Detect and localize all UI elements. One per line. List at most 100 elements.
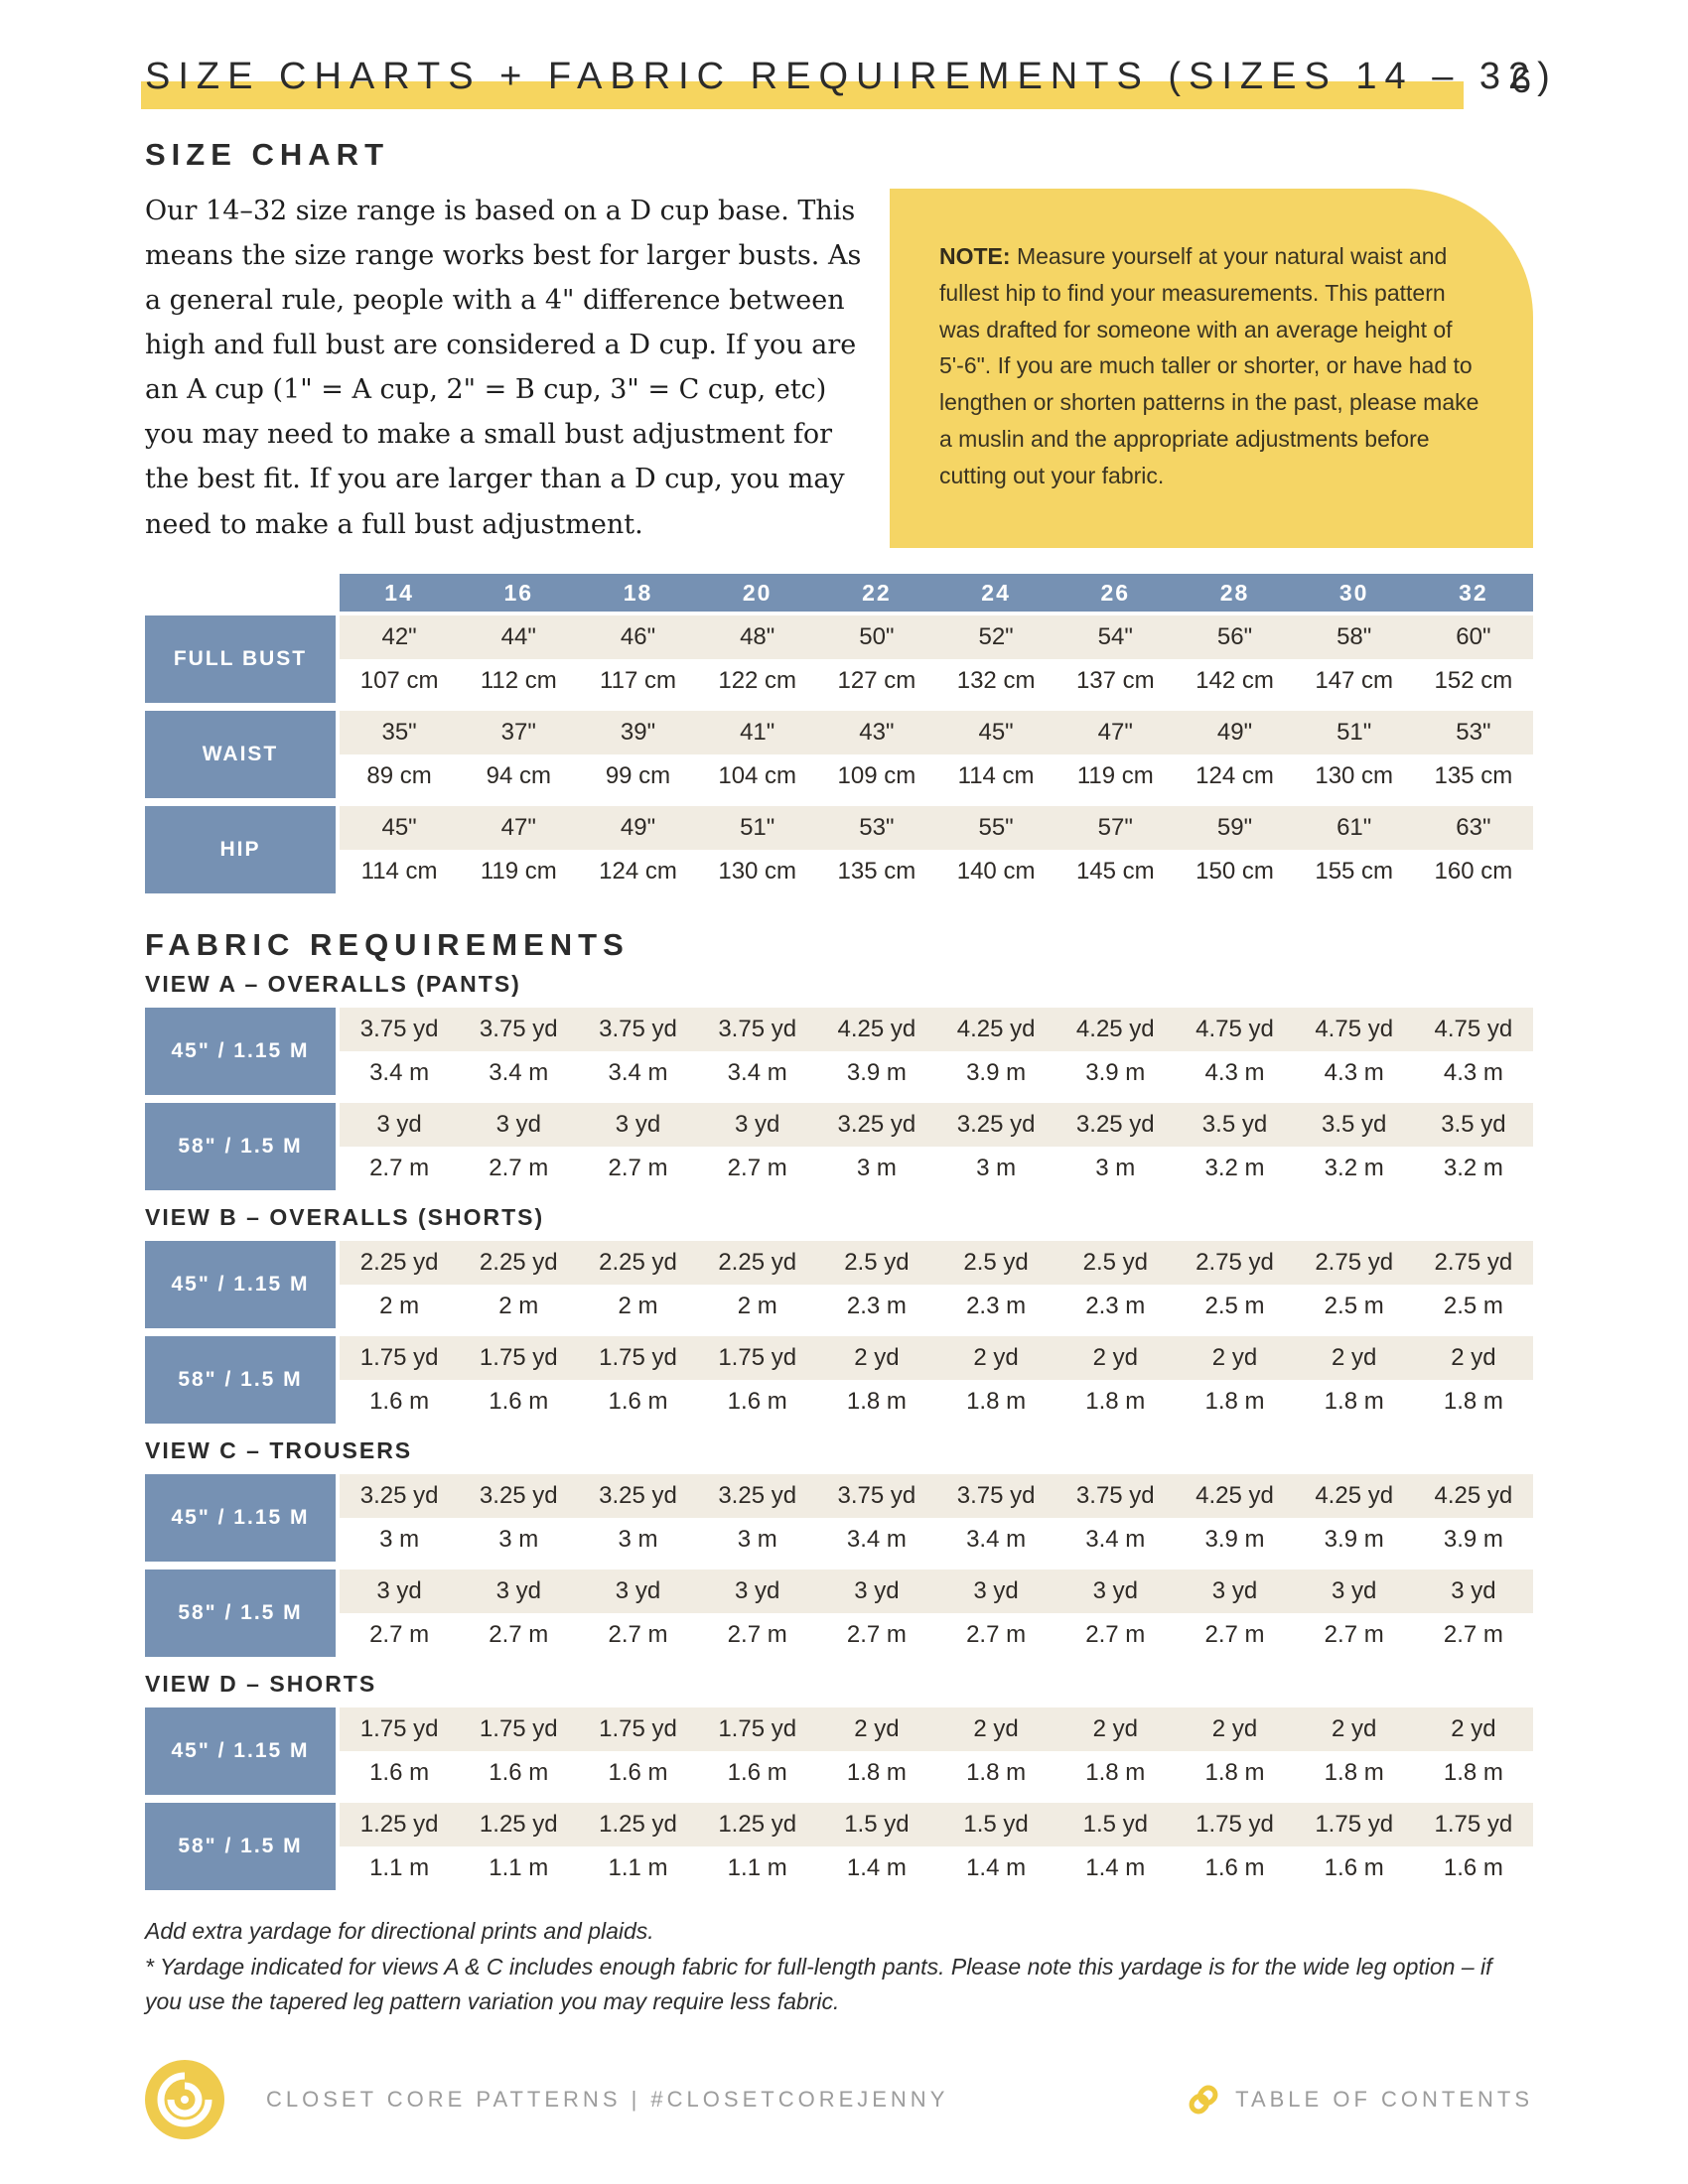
size-header-cell: 32 [1413,574,1533,612]
measurement-cell-top: 39" [578,711,698,754]
yardage-cell-top: 2.75 yd [1294,1241,1414,1285]
size-chart-intro: Our 14–32 size range is based on a D cup… [145,196,862,540]
yardage-cell-bottom: 1.4 m [1055,1846,1176,1890]
yardage-row-label: 58" / 1.5 M [145,1336,340,1424]
measurement-row-label: WAIST [145,711,340,798]
yardage-cell-bottom: 2.7 m [697,1613,817,1657]
yardage-cell-bottom: 1.6 m [578,1751,698,1795]
measurement-cell-top: 48" [697,615,817,659]
measurement-cell-bottom: 145 cm [1055,850,1176,893]
measurement-cell-top: 63" [1413,806,1533,850]
yardage-row-label: 45" / 1.15 M [145,1707,340,1795]
yardage-cell-top: 1.75 yd [578,1336,698,1380]
yardage-cell-bottom: 3.9 m [1055,1051,1176,1095]
yardage-cell-top: 3 yd [459,1103,579,1147]
table-of-contents-label: TABLE OF CONTENTS [1235,2086,1533,2112]
measurement-cell-bottom: 130 cm [1294,754,1414,798]
yardage-cell-top: 2.75 yd [1413,1241,1533,1285]
yardage-row-label: 58" / 1.5 M [145,1103,340,1190]
measurement-cell-bottom: 112 cm [459,659,579,703]
measurement-cell-top: 49" [578,806,698,850]
fabric-table: 45" / 1.15 M 1.75 yd 1.75 yd 1.75 yd 1.75 yd… [145,1707,1533,1890]
yardage-cell-bottom: 2.7 m [340,1613,460,1657]
yardage-cell-bottom: 3.2 m [1413,1147,1533,1190]
yardage-cell-top: 2 yd [1294,1336,1414,1380]
size-header-cell: 16 [459,574,579,612]
measurement-cell-bottom: 130 cm [697,850,817,893]
measurement-cell-bottom: 124 cm [1175,754,1295,798]
yardage-cell-bottom: 2.3 m [816,1285,936,1328]
measurement-cell-top: 35" [340,711,460,754]
yardage-cell-top: 4.25 yd [1055,1008,1176,1051]
measurement-cell-bottom: 94 cm [459,754,579,798]
yardage-cell-top: 2.25 yd [459,1241,579,1285]
view-section: VIEW D – SHORTS 45" / 1.15 M 1.75 yd 1.75 y… [145,1671,1533,1890]
table-of-contents-link[interactable]: TABLE OF CONTENTS [1186,2082,1533,2117]
title-highlight-bar [141,81,1464,109]
measurement-cell-bottom: 152 cm [1413,659,1533,703]
yardage-cell-bottom: 3 m [459,1518,579,1562]
yardage-cell-top: 2 yd [935,1336,1056,1380]
yardage-cell-bottom: 1.1 m [578,1846,698,1890]
yardage-cell-bottom: 2 m [578,1285,698,1328]
yardage-cell-bottom: 2.7 m [1413,1613,1533,1657]
yardage-cell-bottom: 2.7 m [459,1613,579,1657]
yardage-cell-top: 3.75 yd [340,1008,460,1051]
yardage-cell-bottom: 1.8 m [935,1380,1056,1424]
size-header-cell: 20 [697,574,817,612]
yardage-cell-bottom: 3.9 m [1413,1518,1533,1562]
measurement-row-label: HIP [145,806,340,893]
yardage-group: 45" / 1.15 M 1.75 yd 1.75 yd 1.75 yd 1.75 yd… [145,1707,1533,1795]
brand-text: CLOSET CORE PATTERNS | #CLOSETCOREJENNY [266,2086,949,2112]
yardage-cell-top: 1.5 yd [935,1803,1056,1846]
yardage-cell-top: 1.5 yd [816,1803,936,1846]
yardage-cell-top: 2 yd [1055,1707,1176,1751]
yardage-cell-top: 4.25 yd [1413,1474,1533,1518]
measurement-cell-bottom: 132 cm [935,659,1056,703]
yardage-row-label: 45" / 1.15 M [145,1241,340,1328]
fabric-table: 45" / 1.15 M 3.75 yd 3.75 yd 3.75 yd 3.75 yd… [145,1008,1533,1190]
yardage-cell-bottom: 2.5 m [1294,1285,1414,1328]
size-header-cell: 28 [1175,574,1295,612]
yardage-cell-bottom: 1.4 m [816,1846,936,1890]
measurement-cell-top: 50" [816,615,936,659]
yardage-cell-bottom: 3 m [935,1147,1056,1190]
fabric-requirements-heading: FABRIC REQUIREMENTS [145,927,630,962]
yardage-cell-bottom: 3.4 m [697,1051,817,1095]
yardage-cell-bottom: 1.8 m [1413,1380,1533,1424]
yardage-cell-top: 3.5 yd [1413,1103,1533,1147]
yardage-cell-bottom: 4.3 m [1175,1051,1295,1095]
closet-core-logo-icon [145,2059,224,2139]
size-header-cell: 26 [1055,574,1176,612]
yardage-cell-bottom: 2.7 m [459,1147,579,1190]
fabric-table: 45" / 1.15 M 2.25 yd 2.25 yd 2.25 yd 2.25 yd… [145,1241,1533,1424]
yardage-cell-top: 4.25 yd [1175,1474,1295,1518]
measurement-group: WAIST 35" 37" 39" 41" 43" 45" 47" 49" 51" 53" 89 cm… [145,711,1533,798]
measurement-cell-top: 51" [697,806,817,850]
measurement-cell-top: 60" [1413,615,1533,659]
yardage-cell-top: 2.25 yd [697,1241,817,1285]
yardage-cell-bottom: 1.8 m [816,1751,936,1795]
size-header-spacer [145,574,340,612]
measurement-cell-top: 37" [459,711,579,754]
yardage-cell-top: 3.5 yd [1175,1103,1295,1147]
yardage-cell-bottom: 1.8 m [1175,1380,1295,1424]
yardage-cell-bottom: 4.3 m [1413,1051,1533,1095]
yardage-cell-top: 3.25 yd [578,1474,698,1518]
yardage-cell-bottom: 2.3 m [935,1285,1056,1328]
size-header-cell: 22 [816,574,936,612]
yardage-cell-top: 3 yd [1175,1570,1295,1613]
page-title: SIZE CHARTS + FABRIC REQUIREMENTS (SIZES… [145,56,1558,97]
yardage-cell-bottom: 3 m [697,1518,817,1562]
yardage-cell-bottom: 1.8 m [816,1380,936,1424]
footnotes: Add extra yardage for directional prints… [145,1914,1533,2020]
yardage-cell-bottom: 1.1 m [459,1846,579,1890]
footnote-line: * Yardage indicated for views A & C incl… [145,1953,1492,2015]
measurement-cell-top: 41" [697,711,817,754]
yardage-cell-top: 1.75 yd [1294,1803,1414,1846]
measurement-cell-bottom: 114 cm [935,754,1056,798]
yardage-cell-top: 3.75 yd [459,1008,579,1051]
